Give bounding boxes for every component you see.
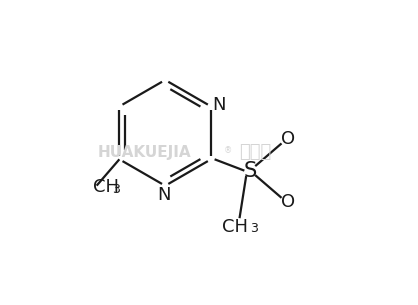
Text: HUAKUEJIA: HUAKUEJIA <box>97 145 191 160</box>
Text: CH: CH <box>222 217 248 235</box>
Text: N: N <box>213 96 226 114</box>
Text: 化学加: 化学加 <box>239 143 271 162</box>
Text: O: O <box>280 130 295 148</box>
Text: CH: CH <box>93 178 119 196</box>
Text: N: N <box>157 186 171 204</box>
Text: O: O <box>280 193 295 211</box>
Text: S: S <box>243 161 256 181</box>
Text: 3: 3 <box>250 222 257 235</box>
Text: ®: ® <box>224 146 232 156</box>
Text: 3: 3 <box>112 183 120 196</box>
